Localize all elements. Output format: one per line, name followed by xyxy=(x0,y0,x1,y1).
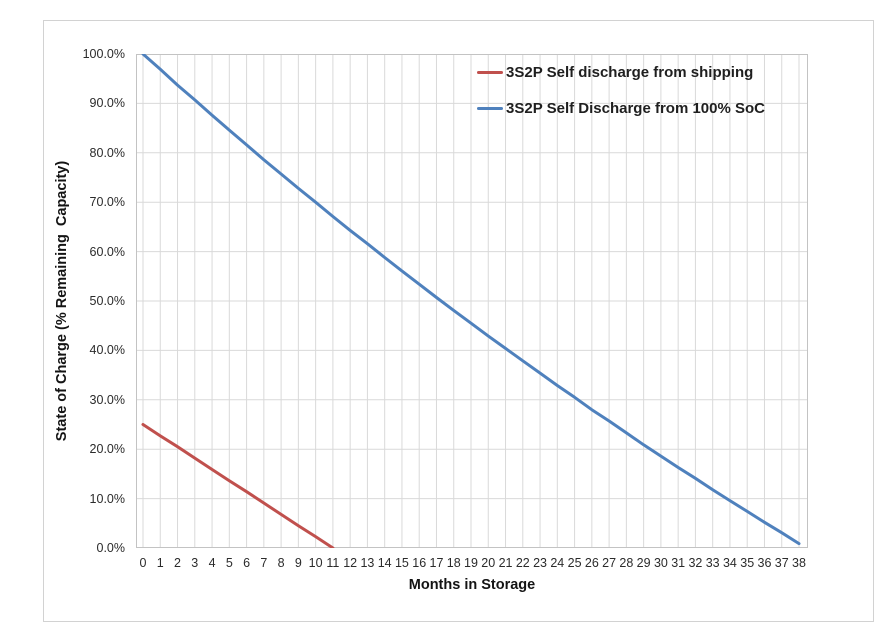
y-axis-title: State of Charge (% Remaining Capacity) xyxy=(54,160,70,442)
legend: 3S2P Self discharge from shipping 3S2P S… xyxy=(477,54,765,126)
chart-frame xyxy=(43,20,874,622)
series-line-shipping xyxy=(141,423,335,548)
series-line-100soc xyxy=(141,54,801,546)
legend-item-shipping: 3S2P Self discharge from shipping xyxy=(477,54,765,90)
plot-border xyxy=(136,54,808,548)
legend-item-100soc: 3S2P Self Discharge from 100% SoC xyxy=(477,90,765,126)
legend-label-shipping: 3S2P Self discharge from shipping xyxy=(506,63,754,81)
legend-line-swatch-red xyxy=(477,70,503,74)
x-axis-title: Months in Storage xyxy=(408,577,536,593)
legend-line-swatch-blue xyxy=(477,106,503,110)
plot-area xyxy=(136,54,808,548)
legend-label-100soc: 3S2P Self Discharge from 100% SoC xyxy=(506,99,765,117)
